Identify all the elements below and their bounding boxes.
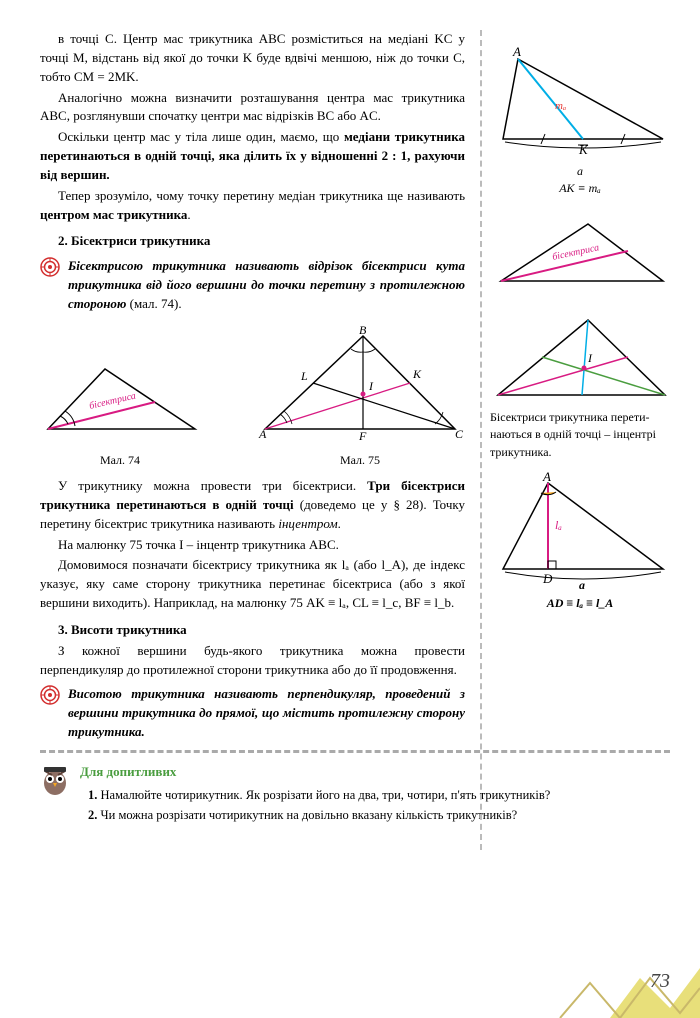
heading-3: 3. Висоти трикутника <box>40 621 465 640</box>
para-6: На малюнку 75 точка I – інцентр трикутни… <box>40 536 465 555</box>
side-column: A K mₐ a AK ≡ mₐ бісектриса I Бісектриси… <box>490 30 670 612</box>
definition-altitude: Висотою трикутника називають перпендикул… <box>40 685 465 744</box>
caption-75: Мал. 75 <box>255 452 465 469</box>
svg-text:L: L <box>300 369 308 383</box>
para-5: У трикутнику можна провести три бісектри… <box>40 477 465 534</box>
caption-altitude: AD ≡ lₐ ≡ l_A <box>490 595 670 612</box>
column-divider <box>480 30 482 850</box>
svg-text:K: K <box>412 367 422 381</box>
para-7: Домовимося позначати бісектрису трикутни… <box>40 556 465 613</box>
definition-bisector: Бісектрисою трикутника називають відрізо… <box>40 257 465 316</box>
para-3: Оскільки центр мас у тіла лише один, має… <box>40 128 465 185</box>
svg-text:B: B <box>359 324 367 337</box>
para-4: Тепер зрозуміло, чому точку перетину мед… <box>40 187 465 225</box>
svg-text:I: I <box>368 379 374 393</box>
page-footer: 73 <box>0 968 700 1018</box>
figure-75: A B C L K F I <box>255 324 465 444</box>
svg-text:a: a <box>579 578 585 591</box>
svg-text:I: I <box>587 351 593 365</box>
figure-median: A K mₐ <box>493 44 668 159</box>
heading-2: 2. Бісектриси трикутника <box>40 232 465 251</box>
owl-icon <box>40 763 70 797</box>
side-text-incenter: Бісектриси три­кутника перети­наються в … <box>490 409 670 461</box>
target-icon <box>40 685 60 705</box>
main-column: в точці C. Центр мас трикутника ABC розм… <box>40 30 465 750</box>
caption-74: Мал. 74 <box>40 452 200 469</box>
figure-incenter: I <box>490 310 670 405</box>
page-number: 73 <box>650 967 670 996</box>
svg-text:D: D <box>542 571 553 586</box>
svg-text:K: K <box>578 142 589 157</box>
para-1: в точці C. Центр мас трикутника ABC розм… <box>40 30 465 87</box>
figure-bisector-side: бісектриса <box>493 216 668 296</box>
svg-text:A: A <box>512 44 521 59</box>
zigzag-decoration <box>500 968 700 1018</box>
figure-altitude: A D lₐ a <box>493 471 668 591</box>
caption-median: a AK ≡ mₐ <box>490 163 670 198</box>
figure-74: бісектриса <box>40 354 200 444</box>
svg-text:A: A <box>542 471 551 484</box>
para-8: З кожної вершини будь-якого трикутника м… <box>40 642 465 680</box>
svg-text:F: F <box>358 429 367 443</box>
target-icon <box>40 257 60 277</box>
svg-text:A: A <box>258 427 267 441</box>
curious-box: Для допитливих 1. Намалюйте чотирикутник… <box>40 750 670 826</box>
svg-text:mₐ: mₐ <box>555 100 566 112</box>
para-2: Аналогічно можна визначити розташування … <box>40 89 465 127</box>
svg-text:lₐ: lₐ <box>555 518 562 532</box>
figure-row: бісектриса Мал. 74 A B C L K F I Мал. 75 <box>40 324 465 469</box>
svg-text:C: C <box>455 427 464 441</box>
